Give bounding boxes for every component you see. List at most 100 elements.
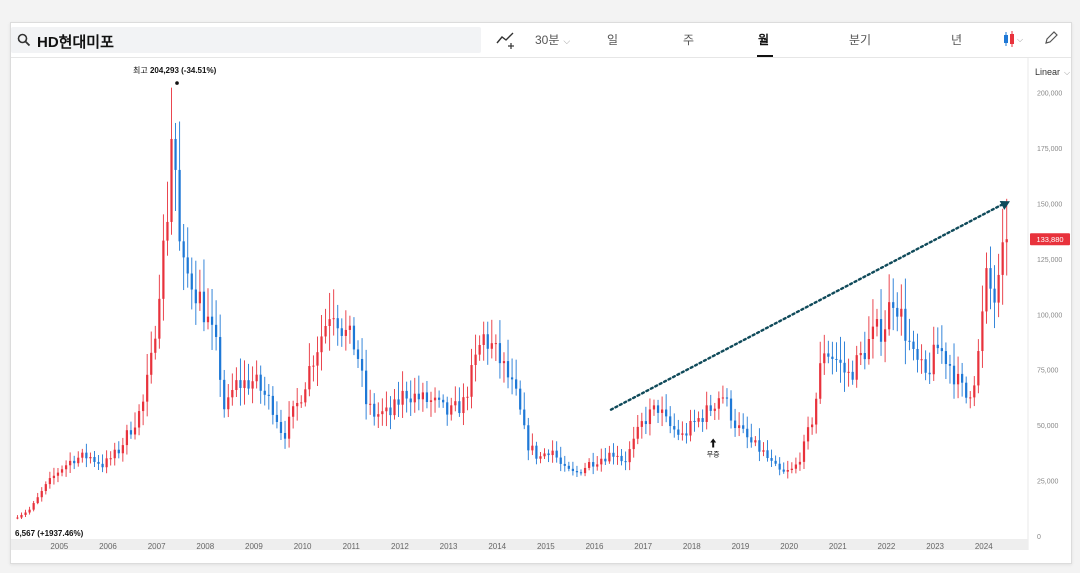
tab-year[interactable]: 년 [951, 33, 963, 47]
candle-body [52, 475, 56, 479]
candle-body [81, 452, 84, 458]
y-tick-label: 50,000 [1037, 423, 1059, 430]
candle-body [993, 288, 996, 303]
candle-body [231, 390, 234, 398]
candle-body [733, 420, 737, 429]
candle-body [336, 318, 339, 329]
candle-body [101, 463, 104, 468]
candle-body [855, 355, 858, 380]
candle-body [182, 241, 185, 258]
price-chart[interactable]: 0 25,000 50,000 75,000 100,000 125,000 150,000… [11, 58, 1071, 563]
candle-body [515, 379, 518, 389]
stock-search-box[interactable]: HD현대미포 [11, 27, 481, 53]
candle-body [616, 455, 619, 457]
candle-body [786, 470, 789, 472]
x-tick-label: 2011 [343, 542, 361, 551]
indicator-add-icon[interactable] [495, 29, 517, 49]
tab-week[interactable]: 주 [683, 33, 695, 47]
y-tick-label: 0 [1037, 534, 1041, 541]
candle-body [892, 302, 895, 308]
candle-body [478, 344, 481, 355]
x-tick-label: 2012 [391, 542, 409, 551]
candle-body [1005, 239, 1008, 243]
candle-body [312, 365, 315, 367]
candle-body [162, 240, 165, 299]
y-tick-label: 125,000 [1037, 257, 1062, 264]
candle-body [223, 379, 226, 410]
candle-body [859, 352, 862, 356]
scale-mode-dropdown[interactable]: Linear ⌵ [1035, 67, 1070, 78]
chevron-down-icon: ⌵ [1064, 68, 1071, 77]
interval-dropdown[interactable]: 30분 ⌵ [535, 31, 570, 48]
candle-body [843, 362, 846, 373]
candle-body [762, 450, 765, 452]
candle-body [920, 359, 923, 361]
candle-body [150, 352, 153, 375]
candle-body [693, 420, 696, 422]
x-tick-label: 2017 [634, 542, 652, 551]
tab-day[interactable]: 일 [607, 33, 619, 47]
candle-body [798, 461, 802, 465]
candle-body [198, 291, 201, 304]
candle-body [738, 425, 741, 429]
high-label: 최고 204,293 (-34.51%) [133, 65, 217, 75]
x-tick-label: 2023 [926, 542, 944, 551]
last-price-label: 133,880 [1036, 235, 1063, 244]
y-tick-label: 75,000 [1037, 368, 1059, 375]
candle-body [604, 458, 607, 462]
candle-body [344, 329, 347, 336]
candle-body [640, 421, 643, 427]
candle-body [652, 405, 656, 410]
candle-body [563, 463, 566, 466]
candle-body [875, 319, 879, 327]
candle-body [73, 460, 76, 464]
candle-body [932, 344, 935, 375]
candle-body [815, 398, 818, 425]
candle-body [348, 325, 352, 330]
candle-body [928, 372, 931, 375]
chart-window: HD현대미포 30분 ⌵ 일 주 월 분기 년 ⌵ Linear ⌵ 0 25,000… [10, 22, 1072, 564]
candle-body [839, 359, 842, 363]
candle-body [697, 418, 700, 422]
candle-body [989, 268, 992, 289]
candle-body [936, 344, 939, 349]
x-tick-label: 2024 [975, 542, 993, 551]
trend-arrowhead [999, 200, 1010, 210]
candle-body [174, 138, 177, 170]
candle-body [44, 484, 47, 492]
tab-quarter[interactable]: 분기 [849, 33, 872, 47]
svg-text:⌵: ⌵ [1017, 35, 1023, 44]
candle-body [725, 397, 729, 399]
candle-body [279, 421, 283, 433]
candle-body [575, 471, 579, 473]
candle-body [137, 411, 141, 428]
candle-body [961, 373, 964, 383]
candle-body [823, 353, 826, 364]
candle-body [446, 402, 449, 415]
candle-body [178, 169, 181, 242]
candle-body [1001, 242, 1004, 275]
candle-body [48, 478, 51, 485]
candle-type-icon[interactable]: ⌵ [1001, 29, 1023, 49]
candle-body [186, 257, 189, 274]
candle-body [316, 352, 319, 366]
candle-body [665, 409, 668, 417]
candle-body [239, 380, 242, 388]
candle-body [531, 445, 534, 451]
draw-pencil-icon[interactable] [1043, 30, 1059, 46]
candle-body [16, 517, 19, 519]
candle-body [644, 421, 647, 425]
split-arrow-icon [710, 438, 717, 448]
candle-body [210, 316, 214, 325]
candle-body [924, 359, 927, 373]
x-tick-label: 2022 [878, 542, 896, 551]
x-tick-label: 2015 [537, 542, 555, 551]
candle-body [896, 307, 899, 317]
candle-body [56, 472, 60, 476]
candle-body [417, 393, 420, 400]
candle-body [754, 440, 757, 443]
candle-body [782, 469, 785, 472]
tab-month[interactable]: 월 [758, 33, 770, 47]
candle-body [851, 371, 854, 380]
candle-body [827, 353, 830, 357]
